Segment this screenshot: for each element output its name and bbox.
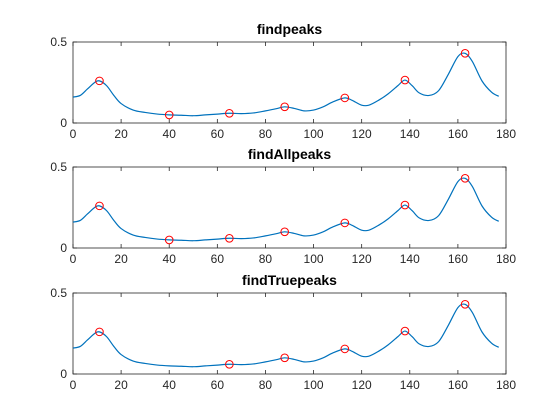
x-tick-label: 60 bbox=[211, 252, 225, 266]
x-tick-label: 120 bbox=[352, 378, 372, 392]
x-tick-label: 80 bbox=[259, 378, 273, 392]
x-tick-label: 160 bbox=[448, 378, 468, 392]
y-tick-label: 0 bbox=[60, 116, 67, 130]
x-tick-label: 20 bbox=[114, 127, 128, 141]
x-tick-label: 20 bbox=[114, 378, 128, 392]
x-tick-label: 40 bbox=[163, 127, 177, 141]
y-tick-label: 0 bbox=[60, 241, 67, 255]
subplot-title: findAllpeaks bbox=[248, 146, 331, 162]
x-tick-label: 120 bbox=[352, 127, 372, 141]
subplot-title: findTruepeaks bbox=[242, 272, 337, 288]
x-tick-label: 60 bbox=[211, 127, 225, 141]
x-tick-label: 0 bbox=[70, 252, 77, 266]
x-tick-label: 100 bbox=[304, 127, 324, 141]
subplot-findpeaks: findpeaks 0 20 40 60 80 100 120 140 160 180 0 0.5 bbox=[50, 21, 516, 141]
y-tick-label: 0.5 bbox=[50, 35, 67, 49]
x-tick-label: 180 bbox=[496, 378, 516, 392]
y-tick-label: 0.5 bbox=[50, 160, 67, 174]
y-tick-label: 0.5 bbox=[50, 286, 67, 300]
x-tick-label: 0 bbox=[70, 127, 77, 141]
x-tick-label: 120 bbox=[352, 252, 372, 266]
subplot-findallpeaks: findAllpeaks 0 20 40 60 80 100 120 140 160 180 0 0.… bbox=[50, 146, 516, 266]
x-tick-label: 0 bbox=[70, 378, 77, 392]
x-tick-label: 160 bbox=[448, 127, 468, 141]
x-tick-label: 140 bbox=[400, 378, 420, 392]
x-tick-label: 80 bbox=[259, 252, 273, 266]
x-tick-label: 40 bbox=[163, 252, 177, 266]
x-tick-label: 180 bbox=[496, 127, 516, 141]
subplot-findtruepeaks: findTruepeaks 0 20 40 60 80 100 120 140 160 180 0 0… bbox=[50, 272, 516, 392]
x-tick-label: 160 bbox=[448, 252, 468, 266]
y-tick-label: 0 bbox=[60, 367, 67, 381]
x-tick-label: 40 bbox=[163, 378, 177, 392]
x-tick-label: 20 bbox=[114, 252, 128, 266]
x-tick-label: 60 bbox=[211, 378, 225, 392]
subplot-title: findpeaks bbox=[257, 21, 323, 37]
x-tick-label: 140 bbox=[400, 127, 420, 141]
x-tick-label: 100 bbox=[304, 378, 324, 392]
x-tick-label: 80 bbox=[259, 127, 273, 141]
x-tick-label: 140 bbox=[400, 252, 420, 266]
x-tick-label: 180 bbox=[496, 252, 516, 266]
x-tick-label: 100 bbox=[304, 252, 324, 266]
